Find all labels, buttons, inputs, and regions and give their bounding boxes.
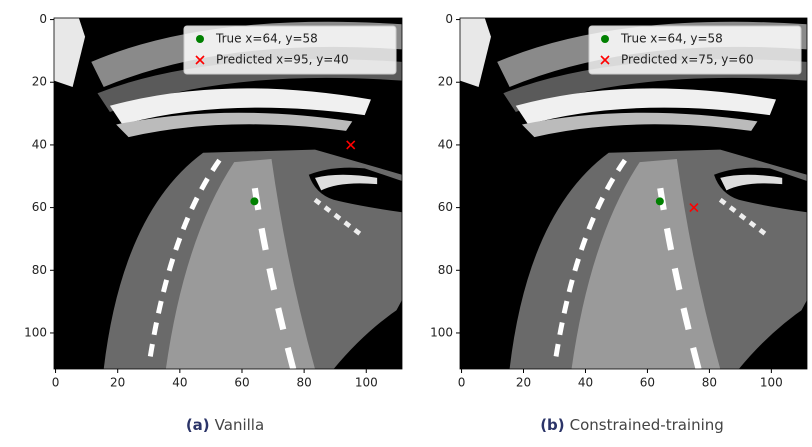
caption: (b) Constrained-training [540, 416, 724, 434]
y-tick-label: 20 [32, 75, 47, 89]
legend-marker [195, 55, 205, 65]
caption-label: (a) [186, 416, 210, 434]
cross-stroke [689, 203, 699, 213]
marker-circle [250, 197, 259, 206]
y-tick-label: 20 [438, 75, 453, 89]
caption-label: (b) [540, 416, 564, 434]
caption: (a) Vanilla [186, 416, 264, 434]
y-tick-label: 60 [438, 200, 453, 214]
legend-label: Predicted x=75, y=60 [621, 53, 754, 67]
y-tick-label: 80 [438, 263, 453, 277]
legend-marker [600, 55, 610, 65]
cross-stroke [600, 55, 610, 65]
legend-box [588, 25, 802, 75]
legend-marker [601, 35, 609, 43]
marker-cross [346, 140, 356, 150]
x-tick-label: 100 [760, 376, 783, 390]
legend: True x=64, y=58 Predicted x=95, y=40 [183, 25, 397, 75]
caption-text: Constrained-training [570, 416, 724, 434]
x-tick-label: 80 [702, 376, 717, 390]
marker-circle [655, 197, 664, 206]
x-tick-label: 80 [296, 376, 311, 390]
legend-label: Predicted x=95, y=40 [216, 53, 349, 67]
y-tick-label: 100 [430, 325, 453, 339]
x-tick-label: 20 [516, 376, 531, 390]
cross-stroke [346, 140, 356, 150]
y-tick-label: 80 [32, 263, 47, 277]
y-tick-label: 0 [445, 12, 453, 26]
legend-label: True x=64, y=58 [620, 32, 723, 46]
y-tick-label: 60 [32, 200, 47, 214]
axes-frame [53, 17, 403, 370]
y-tick-label: 40 [32, 137, 47, 151]
legend: True x=64, y=58 Predicted x=75, y=60 [588, 25, 802, 75]
cross-stroke [195, 55, 205, 65]
y-tick-label: 100 [24, 325, 47, 339]
x-tick-label: 60 [640, 376, 655, 390]
legend-label: True x=64, y=58 [215, 32, 318, 46]
x-tick-label: 40 [578, 376, 593, 390]
x-tick-label: 40 [172, 376, 187, 390]
y-tick-label: 40 [438, 137, 453, 151]
legend-box [183, 25, 397, 75]
marker-cross [689, 203, 699, 213]
x-tick-label: 100 [355, 376, 378, 390]
x-tick-label: 0 [458, 376, 466, 390]
caption-text: Vanilla [215, 416, 265, 434]
x-tick-label: 60 [234, 376, 249, 390]
x-tick-label: 20 [110, 376, 125, 390]
y-tick-label: 0 [39, 12, 47, 26]
axes-frame [459, 17, 808, 370]
legend-marker [196, 35, 204, 43]
x-tick-label: 0 [52, 376, 60, 390]
